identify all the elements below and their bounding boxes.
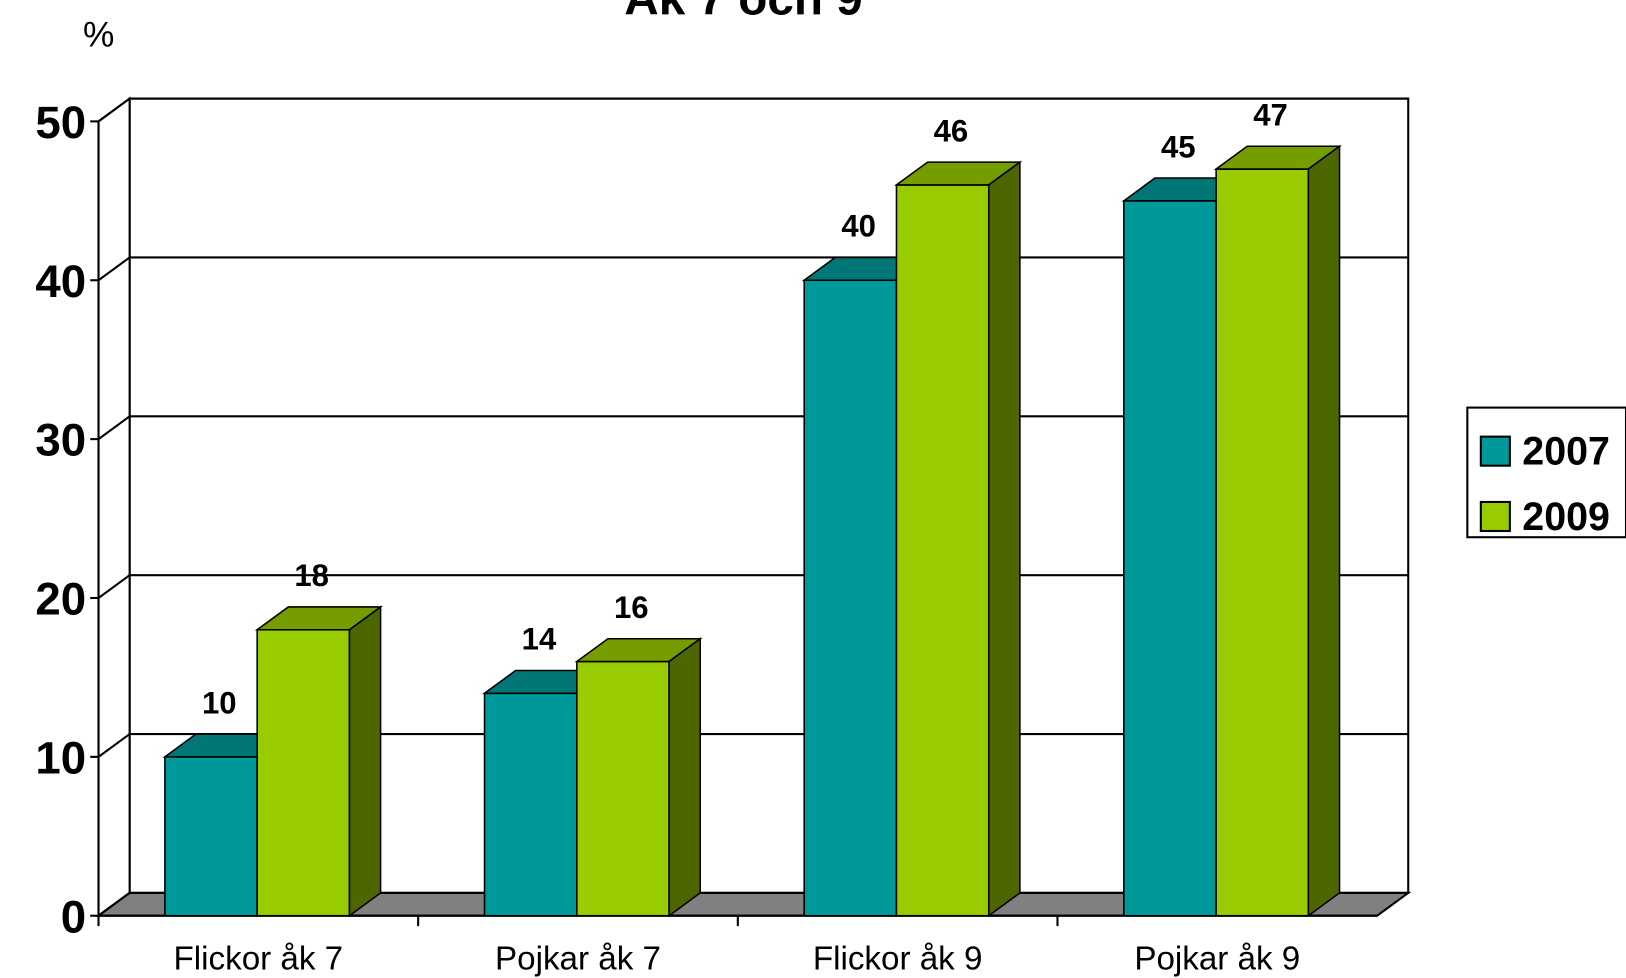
y-axis-label: % <box>83 16 114 55</box>
grid-line <box>97 97 1409 123</box>
x-tick-label: Flickor åk 9 <box>813 941 983 978</box>
bar <box>256 628 351 917</box>
data-label: 45 <box>1161 129 1196 164</box>
legend-label: 2009 <box>1522 495 1610 539</box>
data-label: 18 <box>294 558 329 593</box>
x-tick-label: Pojkar åk 7 <box>495 941 661 978</box>
legend-swatch <box>1479 500 1511 533</box>
y-tick-label: 10 <box>35 732 86 783</box>
side-wall <box>97 96 131 918</box>
data-label: 40 <box>841 209 876 244</box>
x-tick-label: Pojkar åk 9 <box>1134 941 1300 978</box>
bar <box>483 692 578 917</box>
bar-side <box>348 605 382 918</box>
bar <box>164 756 258 917</box>
data-label: 14 <box>522 622 557 657</box>
bar-side <box>987 160 1021 918</box>
data-label: 47 <box>1253 97 1288 132</box>
bar <box>803 279 898 917</box>
data-label: 10 <box>202 685 237 720</box>
y-tick-label: 20 <box>35 574 86 625</box>
y-tick-label: 0 <box>61 891 86 942</box>
legend-swatch <box>1479 435 1511 467</box>
bar-side <box>668 637 702 918</box>
bar <box>895 184 990 917</box>
bar <box>1215 168 1310 917</box>
data-label: 16 <box>614 590 649 625</box>
bar-side <box>1307 144 1341 918</box>
y-tick-label: 50 <box>35 97 86 148</box>
x-tick-label: Flickor åk 7 <box>174 941 344 978</box>
bar <box>576 660 670 917</box>
y-tick-label: 40 <box>35 256 86 307</box>
chart-title: Åk 7 och 9 <box>624 0 863 26</box>
bar <box>1123 200 1217 917</box>
legend-label: 2007 <box>1522 430 1610 474</box>
y-tick-label: 30 <box>35 415 86 466</box>
data-label: 46 <box>934 113 969 148</box>
